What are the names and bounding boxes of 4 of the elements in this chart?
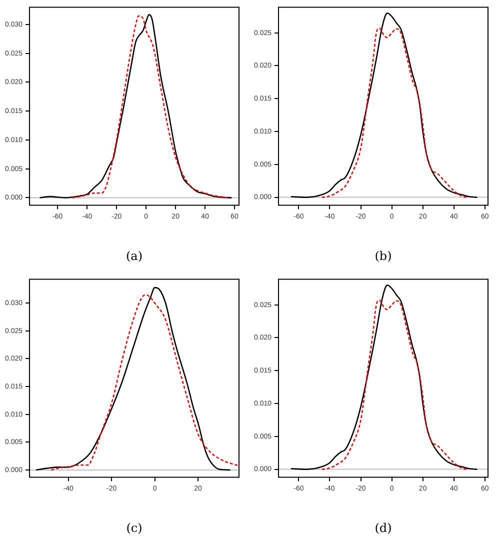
x-axis-title: (d) [374, 520, 392, 535]
x-axis-title: (b) [374, 248, 392, 263]
x-axis-title: (a) [126, 248, 143, 263]
x-axis-title: (c) [126, 520, 142, 535]
